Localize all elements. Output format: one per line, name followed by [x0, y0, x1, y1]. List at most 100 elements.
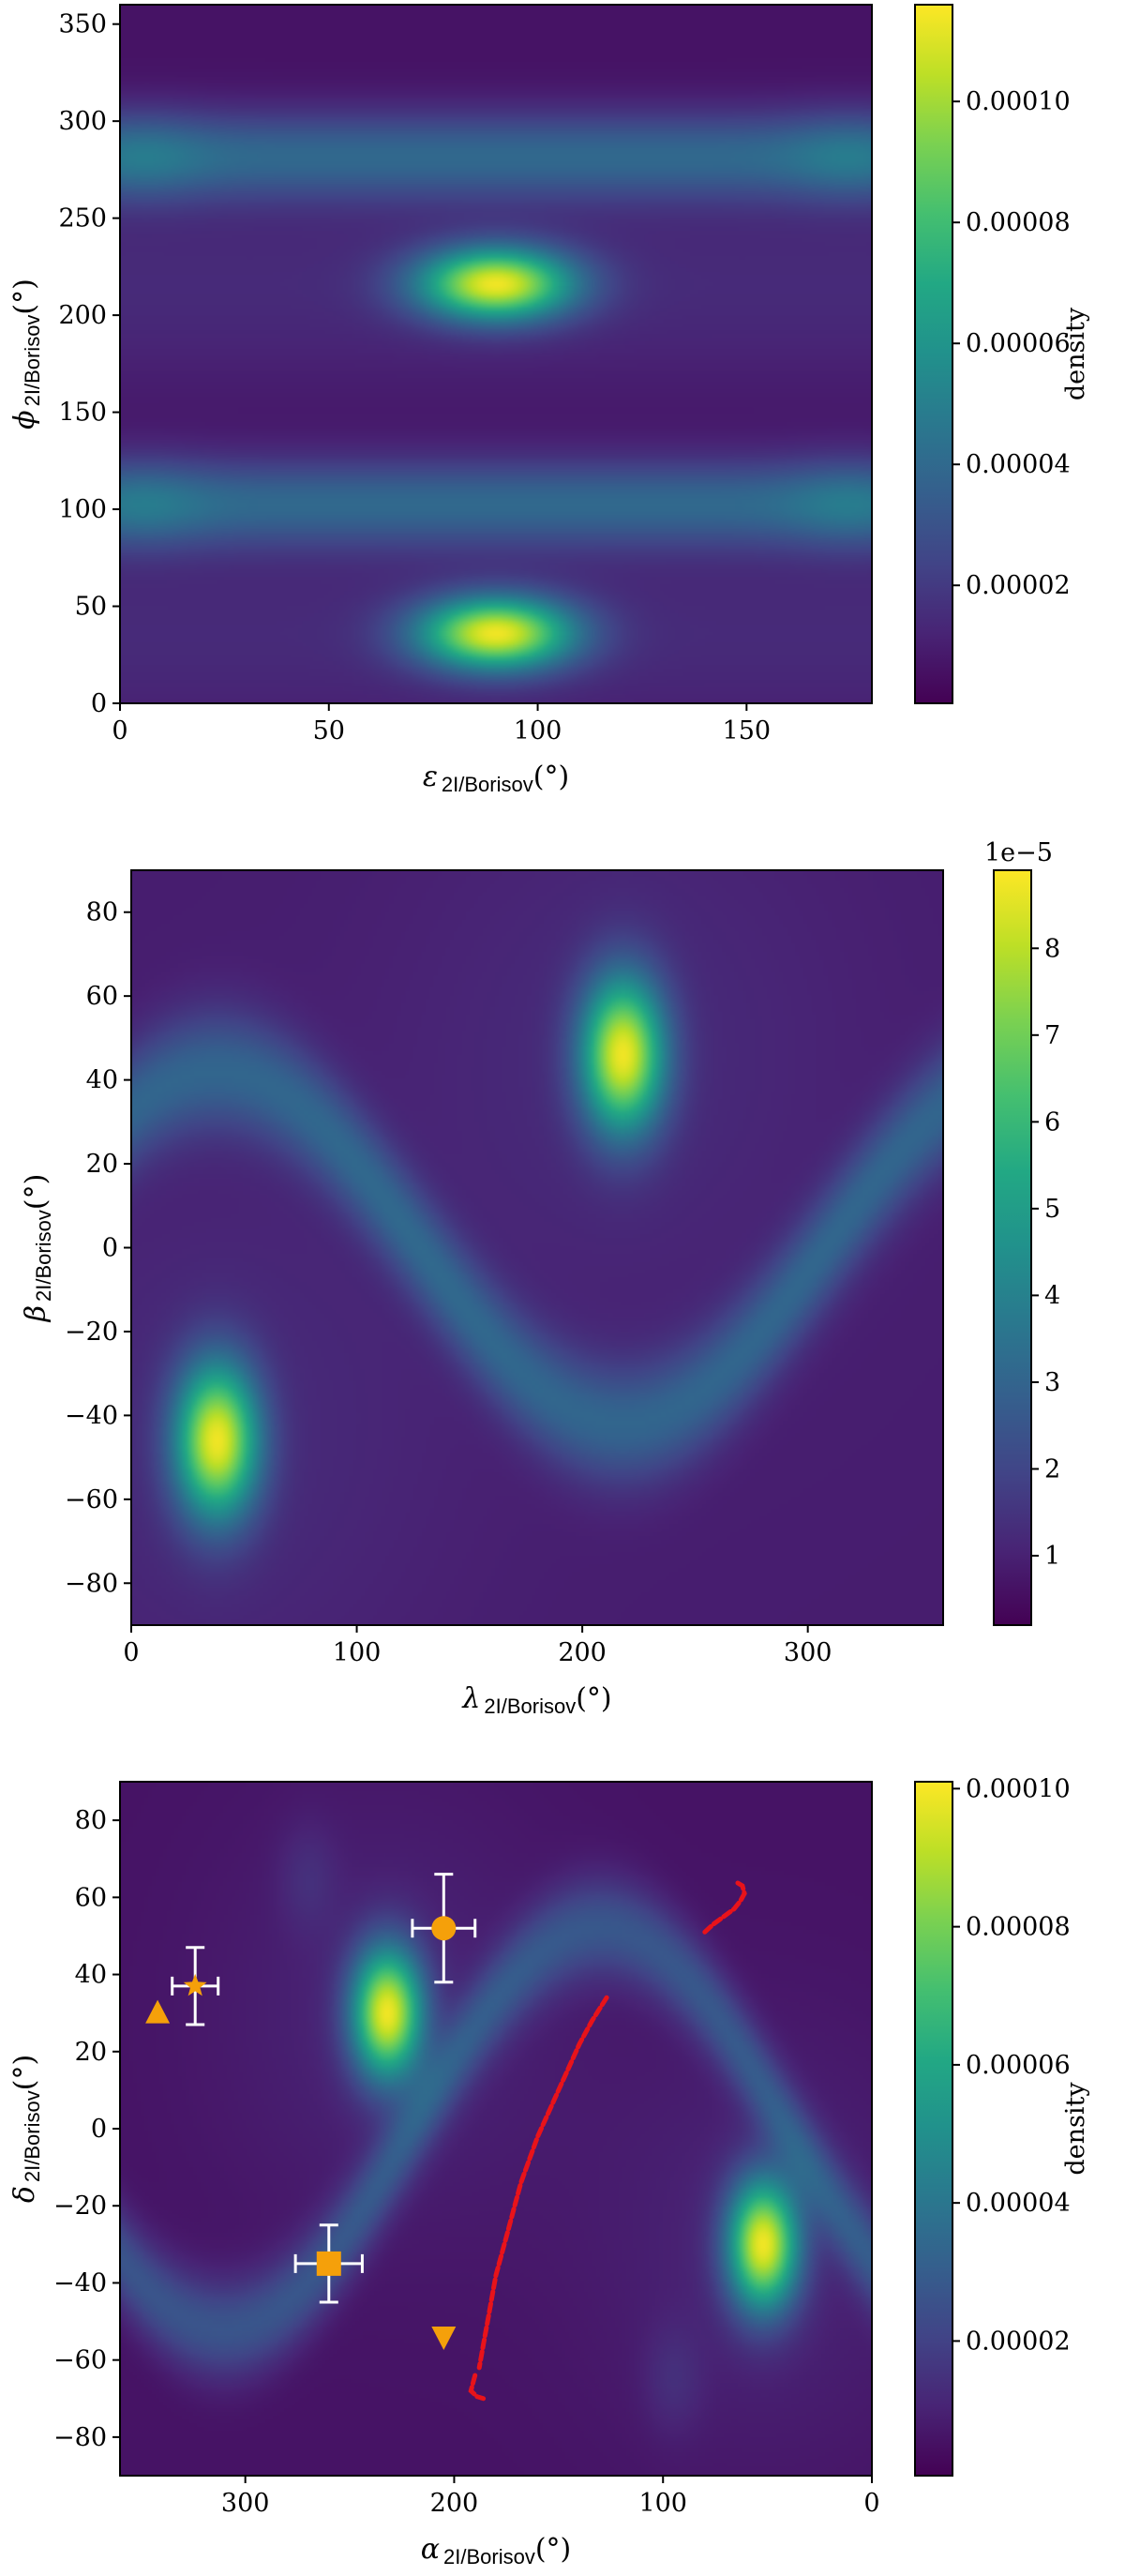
x-tick-label: 150	[723, 716, 772, 746]
y-tick-label: −20	[65, 1318, 118, 1347]
y-tick-label: 0	[91, 689, 107, 718]
marker-star	[183, 1973, 207, 1996]
trajectory-segment	[476, 1995, 609, 2371]
y-tick-label: 20	[86, 1150, 118, 1179]
trajectory-segment	[468, 2373, 487, 2402]
x-tick-label: 300	[784, 1638, 832, 1667]
x-tick-label: 50	[313, 716, 345, 746]
colorbar-tick-label: 0.00002	[966, 571, 1071, 600]
colorbar-tick-label: 0.00006	[966, 329, 1071, 358]
x-tick-label: 100	[333, 1638, 382, 1667]
colorbar-tick-label: 0.00004	[966, 2189, 1071, 2218]
x-tick-label: 100	[638, 2489, 687, 2518]
y-tick-label: −40	[53, 2268, 107, 2297]
marker-triangle-down	[431, 2327, 457, 2350]
y-tick-label: 20	[75, 2038, 107, 2067]
colorbar-tick-label: 6	[1044, 1107, 1060, 1137]
y-axis-subscript: 2I/Borisov	[32, 1210, 55, 1302]
y-axis-subscript: 2I/Borisov	[21, 2090, 44, 2182]
y-axis-symbol: β	[20, 1305, 52, 1322]
colorbar-tick-label: 0.00010	[966, 1774, 1071, 1803]
y-tick-label: 0	[91, 2115, 107, 2144]
trajectory-segment	[702, 1879, 747, 1935]
y-axis-label: δ 2I/Borisov(°)	[8, 2055, 44, 2203]
x-axis-label: ε 2I/Borisov(°)	[423, 761, 569, 796]
marker-circle	[431, 1916, 457, 1941]
colorbar	[993, 869, 1032, 1626]
y-tick-label: 250	[58, 204, 107, 233]
y-tick-label: 80	[75, 1806, 107, 1835]
y-axis-unit: (°)	[8, 279, 41, 314]
y-axis-symbol: ϕ	[8, 410, 41, 429]
y-tick-label: 200	[58, 301, 107, 330]
y-tick-label: −40	[65, 1401, 118, 1430]
x-tick-label: 100	[514, 716, 562, 746]
y-tick-label: 350	[58, 10, 107, 39]
y-axis-symbol: δ	[8, 2186, 41, 2203]
y-tick-label: 60	[75, 1883, 107, 1912]
y-axis-subscript: 2I/Borisov	[21, 315, 44, 407]
y-axis-unit: (°)	[8, 2055, 41, 2090]
y-tick-label: −80	[65, 1569, 118, 1598]
colorbar-label: density	[1061, 307, 1090, 400]
y-tick-label: −80	[53, 2423, 107, 2452]
y-tick-label: 60	[86, 982, 118, 1011]
colorbar-tick-label: 3	[1044, 1368, 1060, 1397]
colorbar-tick-label: 5	[1044, 1195, 1060, 1224]
x-tick-label: 200	[430, 2489, 479, 2518]
colorbar-tick-label: 8	[1044, 934, 1060, 963]
y-tick-label: 40	[86, 1066, 118, 1095]
y-tick-label: 300	[58, 107, 107, 136]
y-tick-label: 100	[58, 495, 107, 524]
x-axis-unit: (°)	[533, 761, 569, 793]
plot-frame	[119, 4, 873, 704]
x-tick-label: 200	[558, 1638, 607, 1667]
y-tick-label: −60	[65, 1485, 118, 1514]
colorbar-tick-label: 2	[1044, 1454, 1060, 1484]
y-tick-label: −60	[53, 2346, 107, 2375]
x-tick-label: 0	[123, 1638, 139, 1667]
marker-square	[316, 2251, 341, 2276]
y-axis-unit: (°)	[20, 1174, 52, 1210]
x-tick-label: 0	[863, 2489, 879, 2518]
colorbar-tick-label: 0.00010	[966, 87, 1071, 116]
y-axis-label: ϕ 2I/Borisov(°)	[8, 279, 44, 429]
x-axis-symbol: α	[421, 2533, 440, 2566]
y-tick-label: 0	[102, 1234, 118, 1263]
y-tick-label: 50	[75, 593, 107, 622]
colorbar-tick-label: 0.00006	[966, 2051, 1071, 2080]
colorbar-tick-label: 0.00004	[966, 450, 1071, 479]
x-axis-subscript: 2I/Borisov	[484, 1695, 576, 1718]
y-tick-label: 150	[58, 399, 107, 428]
colorbar-tick-label: 7	[1044, 1021, 1060, 1050]
colorbar	[914, 1781, 953, 2477]
y-tick-label: 80	[86, 898, 118, 927]
colorbar-tick-label: 1	[1044, 1542, 1060, 1571]
x-axis-label: α 2I/Borisov(°)	[421, 2533, 572, 2568]
colorbar-tick-label: 0.00002	[966, 2327, 1071, 2356]
x-axis-symbol: ε	[423, 761, 438, 793]
marker-triangle-up	[145, 1999, 171, 2024]
colorbar-offset: 1e−5	[984, 838, 1053, 867]
x-tick-label: 0	[112, 716, 128, 746]
heatmap-image	[120, 5, 872, 703]
heatmap-image	[120, 1782, 872, 2476]
colorbar-tick-label: 0.00008	[966, 208, 1071, 237]
x-axis-subscript: 2I/Borisov	[442, 773, 533, 796]
y-tick-label: −20	[53, 2192, 107, 2221]
y-axis-label: β 2I/Borisov(°)	[20, 1174, 55, 1323]
heatmap-image	[131, 870, 943, 1625]
y-tick-label: 40	[75, 1961, 107, 1990]
colorbar	[914, 4, 953, 704]
x-axis-unit: (°)	[576, 1682, 611, 1715]
colorbar-tick-label: 4	[1044, 1281, 1060, 1310]
colorbar-label: density	[1061, 2082, 1090, 2176]
x-axis-subscript: 2I/Borisov	[443, 2545, 535, 2568]
x-axis-unit: (°)	[535, 2533, 571, 2566]
chart-2: 0 100 200 300 −80 −60 −40 −20 0 20 40 60 80 λ 2I/Boris…	[20, 838, 1060, 1718]
x-tick-label: 300	[221, 2489, 270, 2518]
x-axis-label: λ 2I/Borisov(°)	[461, 1682, 611, 1718]
